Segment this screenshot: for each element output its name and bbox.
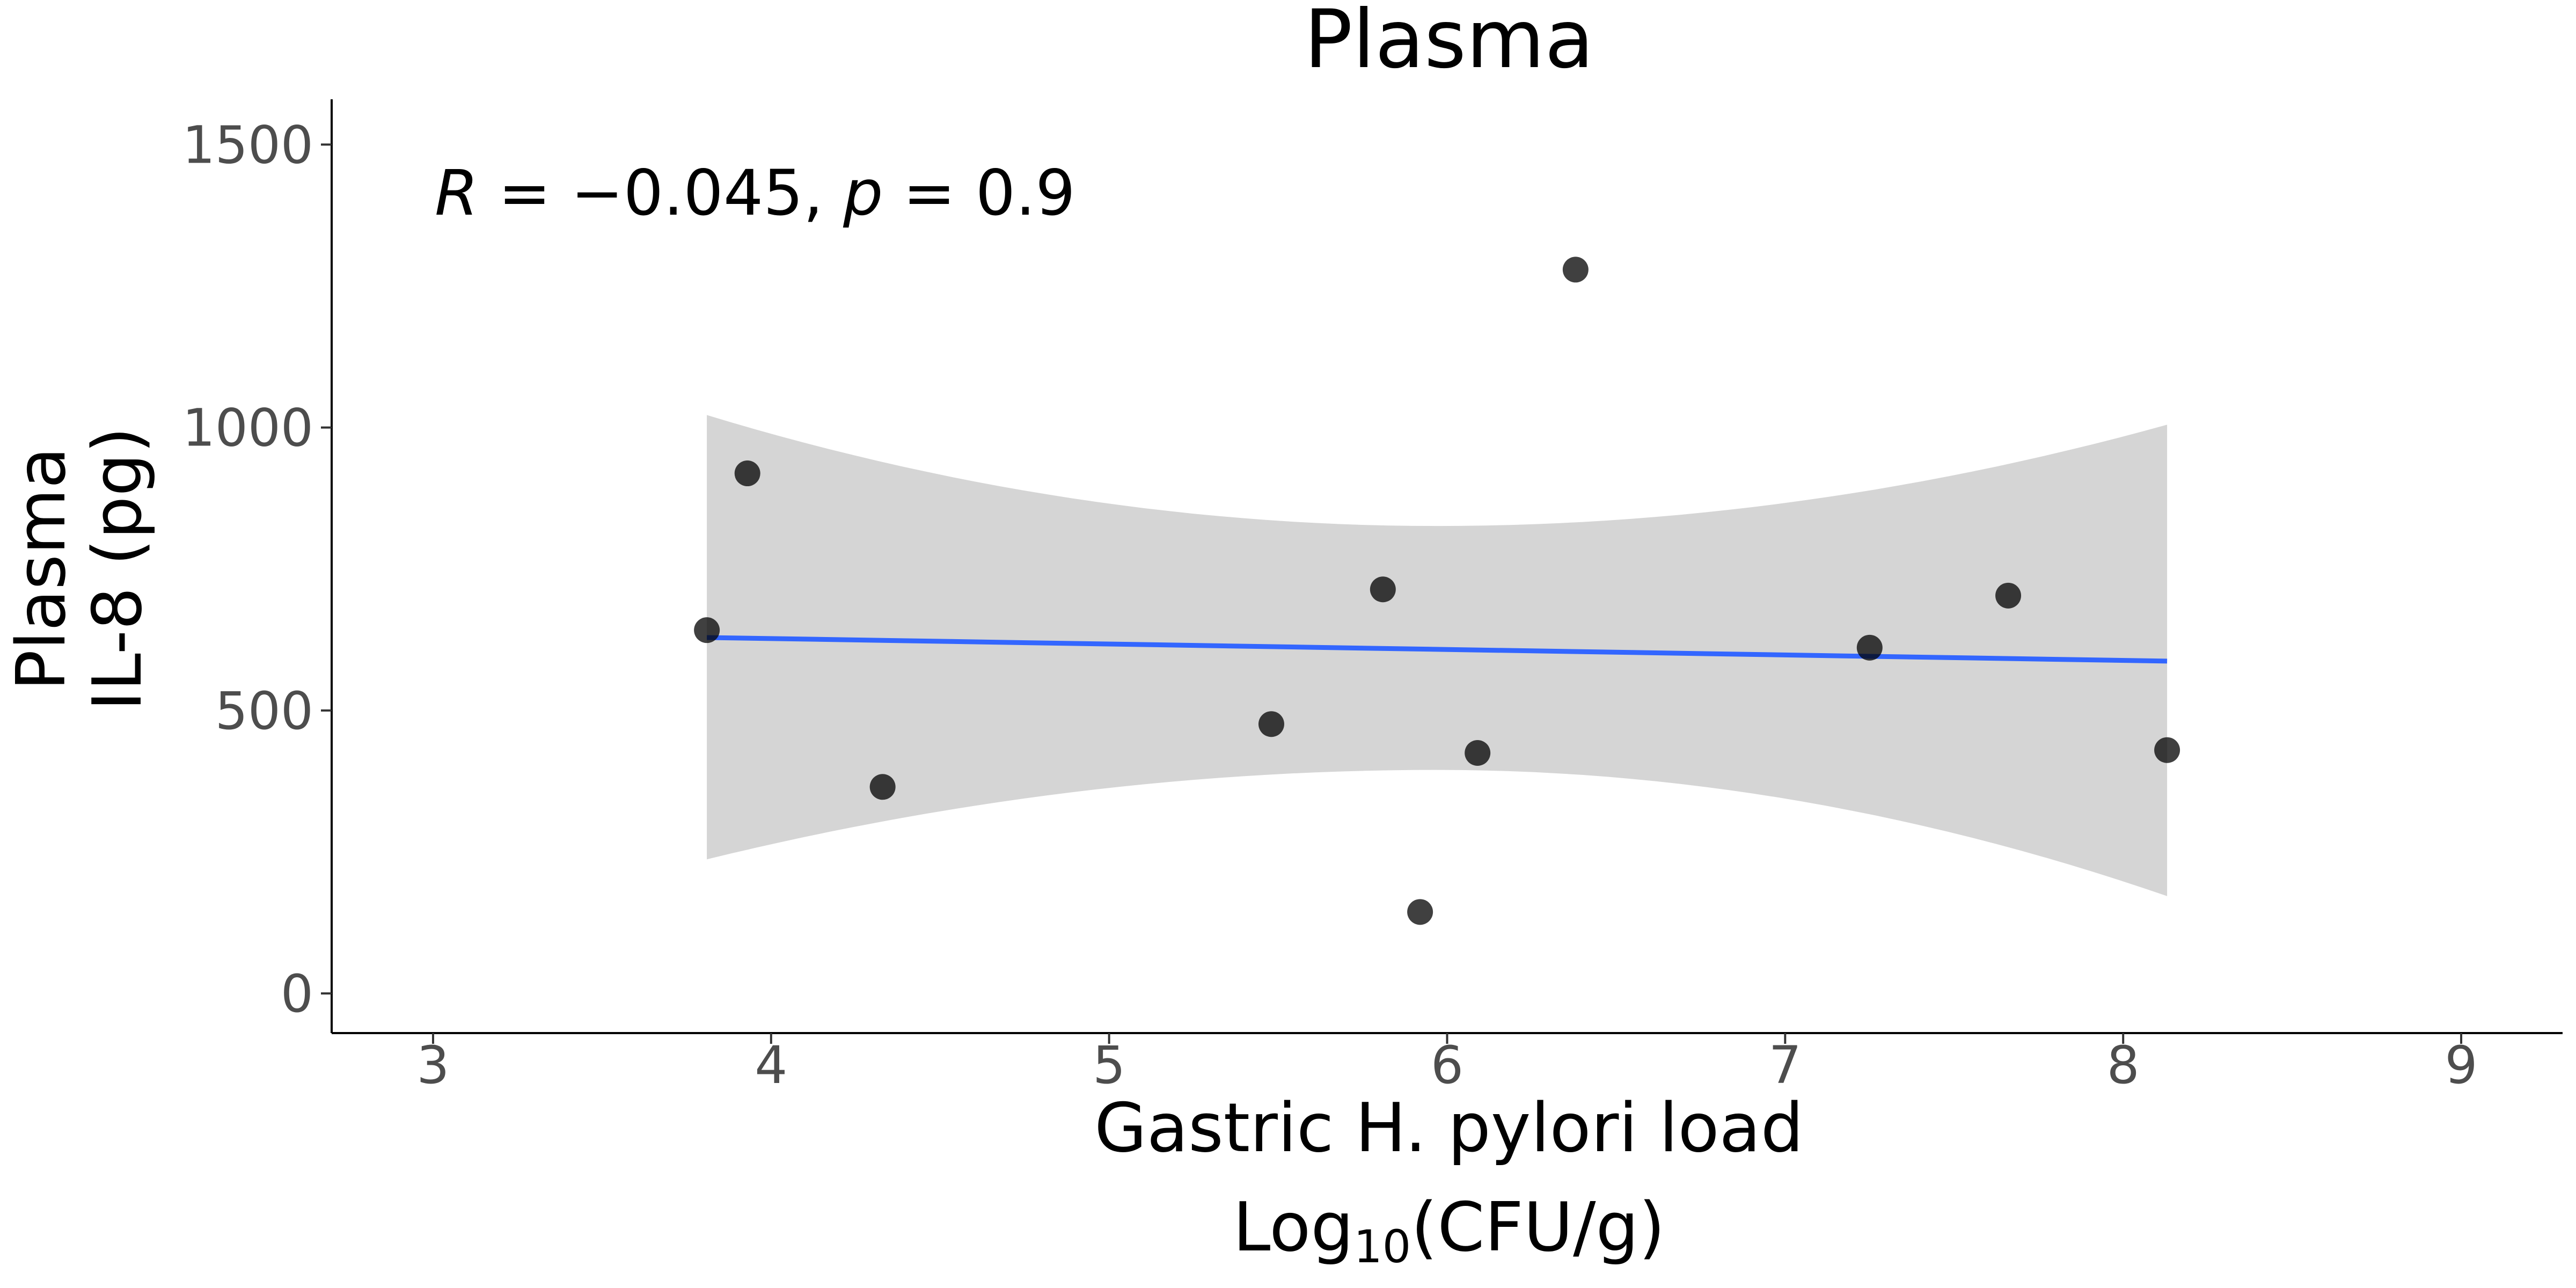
data-points-layer xyxy=(694,257,2180,925)
x-axis-log-text: Log xyxy=(1233,1188,1353,1267)
data-point xyxy=(1407,899,1433,925)
x-tick-label: 5 xyxy=(1093,1035,1125,1095)
data-point xyxy=(869,774,896,800)
data-point xyxy=(2154,737,2180,763)
annotation-r-label: R xyxy=(435,156,478,230)
confidence-band xyxy=(707,415,2168,896)
y-axis-title-line2: IL-8 (pg) xyxy=(78,427,157,711)
chart-title: Plasma xyxy=(1304,0,1594,86)
x-axis-unit-text: (CFU/g) xyxy=(1411,1188,1665,1267)
data-point xyxy=(1370,576,1396,603)
x-tick-label: 3 xyxy=(416,1035,449,1095)
y-tick-label: 1000 xyxy=(182,398,313,458)
confidence-band-layer xyxy=(707,415,2168,896)
data-point xyxy=(734,460,760,487)
data-point xyxy=(1562,257,1589,283)
x-axis-title-line2: Log10(CFU/g) xyxy=(1233,1188,1665,1273)
x-tick-label: 4 xyxy=(755,1035,787,1095)
correlation-annotation: R = −0.045, p = 0.9 xyxy=(435,156,1075,230)
x-axis-log-subscript: 10 xyxy=(1353,1220,1411,1273)
tick-labels: 3 4 5 6 7 8 9 0 500 1000 1500 xyxy=(182,115,2478,1095)
x-tick-label: 8 xyxy=(2107,1035,2140,1095)
x-tick-label: 6 xyxy=(1431,1035,1463,1095)
annotation-r-text: = −0.045, xyxy=(478,156,843,230)
annotation-p-text: = 0.9 xyxy=(883,156,1075,230)
regression-line-layer xyxy=(707,635,2168,664)
axes xyxy=(321,99,2563,1044)
annotation-p-label: p xyxy=(843,156,883,230)
data-point xyxy=(1856,634,1883,661)
x-tick-label: 7 xyxy=(1769,1035,1802,1095)
data-point xyxy=(1995,582,2022,609)
data-point xyxy=(694,617,720,643)
regression-line xyxy=(707,635,2168,664)
x-axis-title-line1: Gastric H. pylori load xyxy=(1094,1088,1803,1167)
y-tick-label: 1500 xyxy=(182,115,313,175)
x-tick-label: 9 xyxy=(2445,1035,2478,1095)
y-tick-label: 0 xyxy=(281,964,313,1024)
y-tick-label: 500 xyxy=(215,681,313,741)
data-point xyxy=(1465,740,1491,766)
y-axis-title-line1: Plasma xyxy=(2,447,80,691)
data-point xyxy=(1258,711,1284,737)
